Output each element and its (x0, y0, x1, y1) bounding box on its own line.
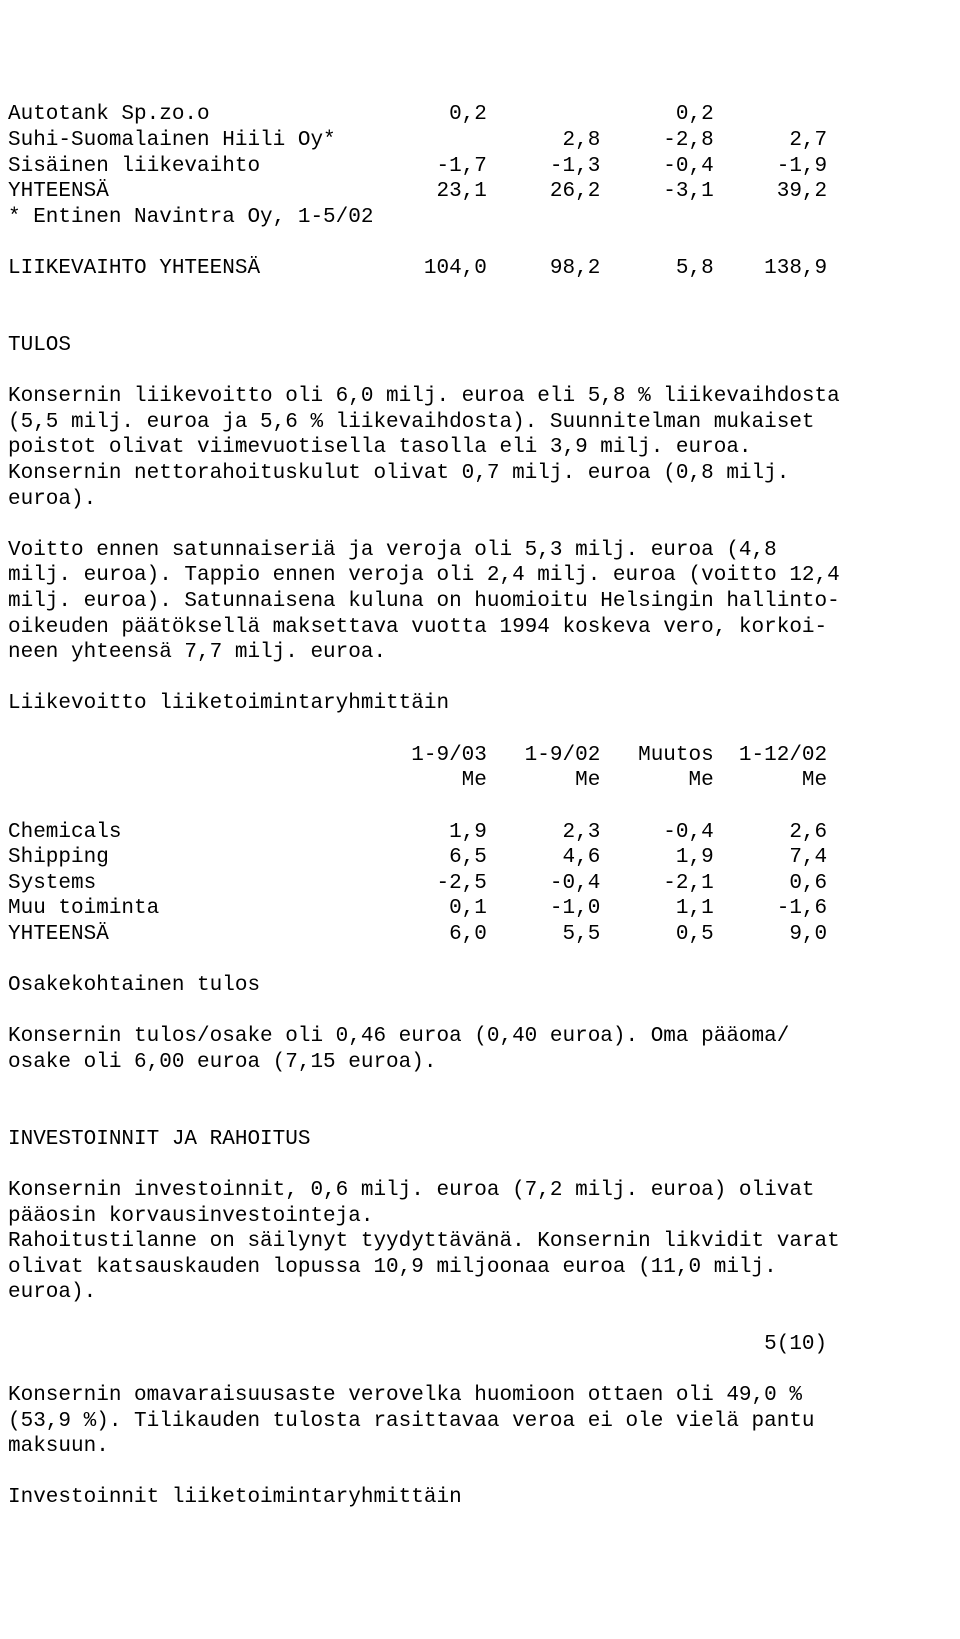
document-body: Autotank Sp.zo.o 0,2 0,2 Suhi-Suomalaine… (8, 102, 952, 1511)
